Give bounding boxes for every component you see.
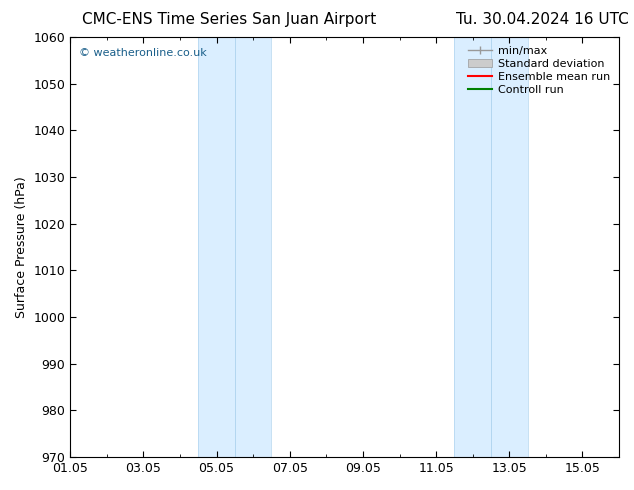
Text: Tu. 30.04.2024 16 UTC: Tu. 30.04.2024 16 UTC bbox=[456, 12, 629, 27]
Bar bbox=[455, 37, 491, 457]
Y-axis label: Surface Pressure (hPa): Surface Pressure (hPa) bbox=[15, 176, 28, 318]
Text: © weatheronline.co.uk: © weatheronline.co.uk bbox=[79, 48, 206, 58]
Bar bbox=[491, 37, 527, 457]
Bar bbox=[198, 37, 235, 457]
Bar bbox=[235, 37, 271, 457]
Legend: min/max, Standard deviation, Ensemble mean run, Controll run: min/max, Standard deviation, Ensemble me… bbox=[465, 43, 614, 98]
Text: CMC-ENS Time Series San Juan Airport: CMC-ENS Time Series San Juan Airport bbox=[82, 12, 377, 27]
